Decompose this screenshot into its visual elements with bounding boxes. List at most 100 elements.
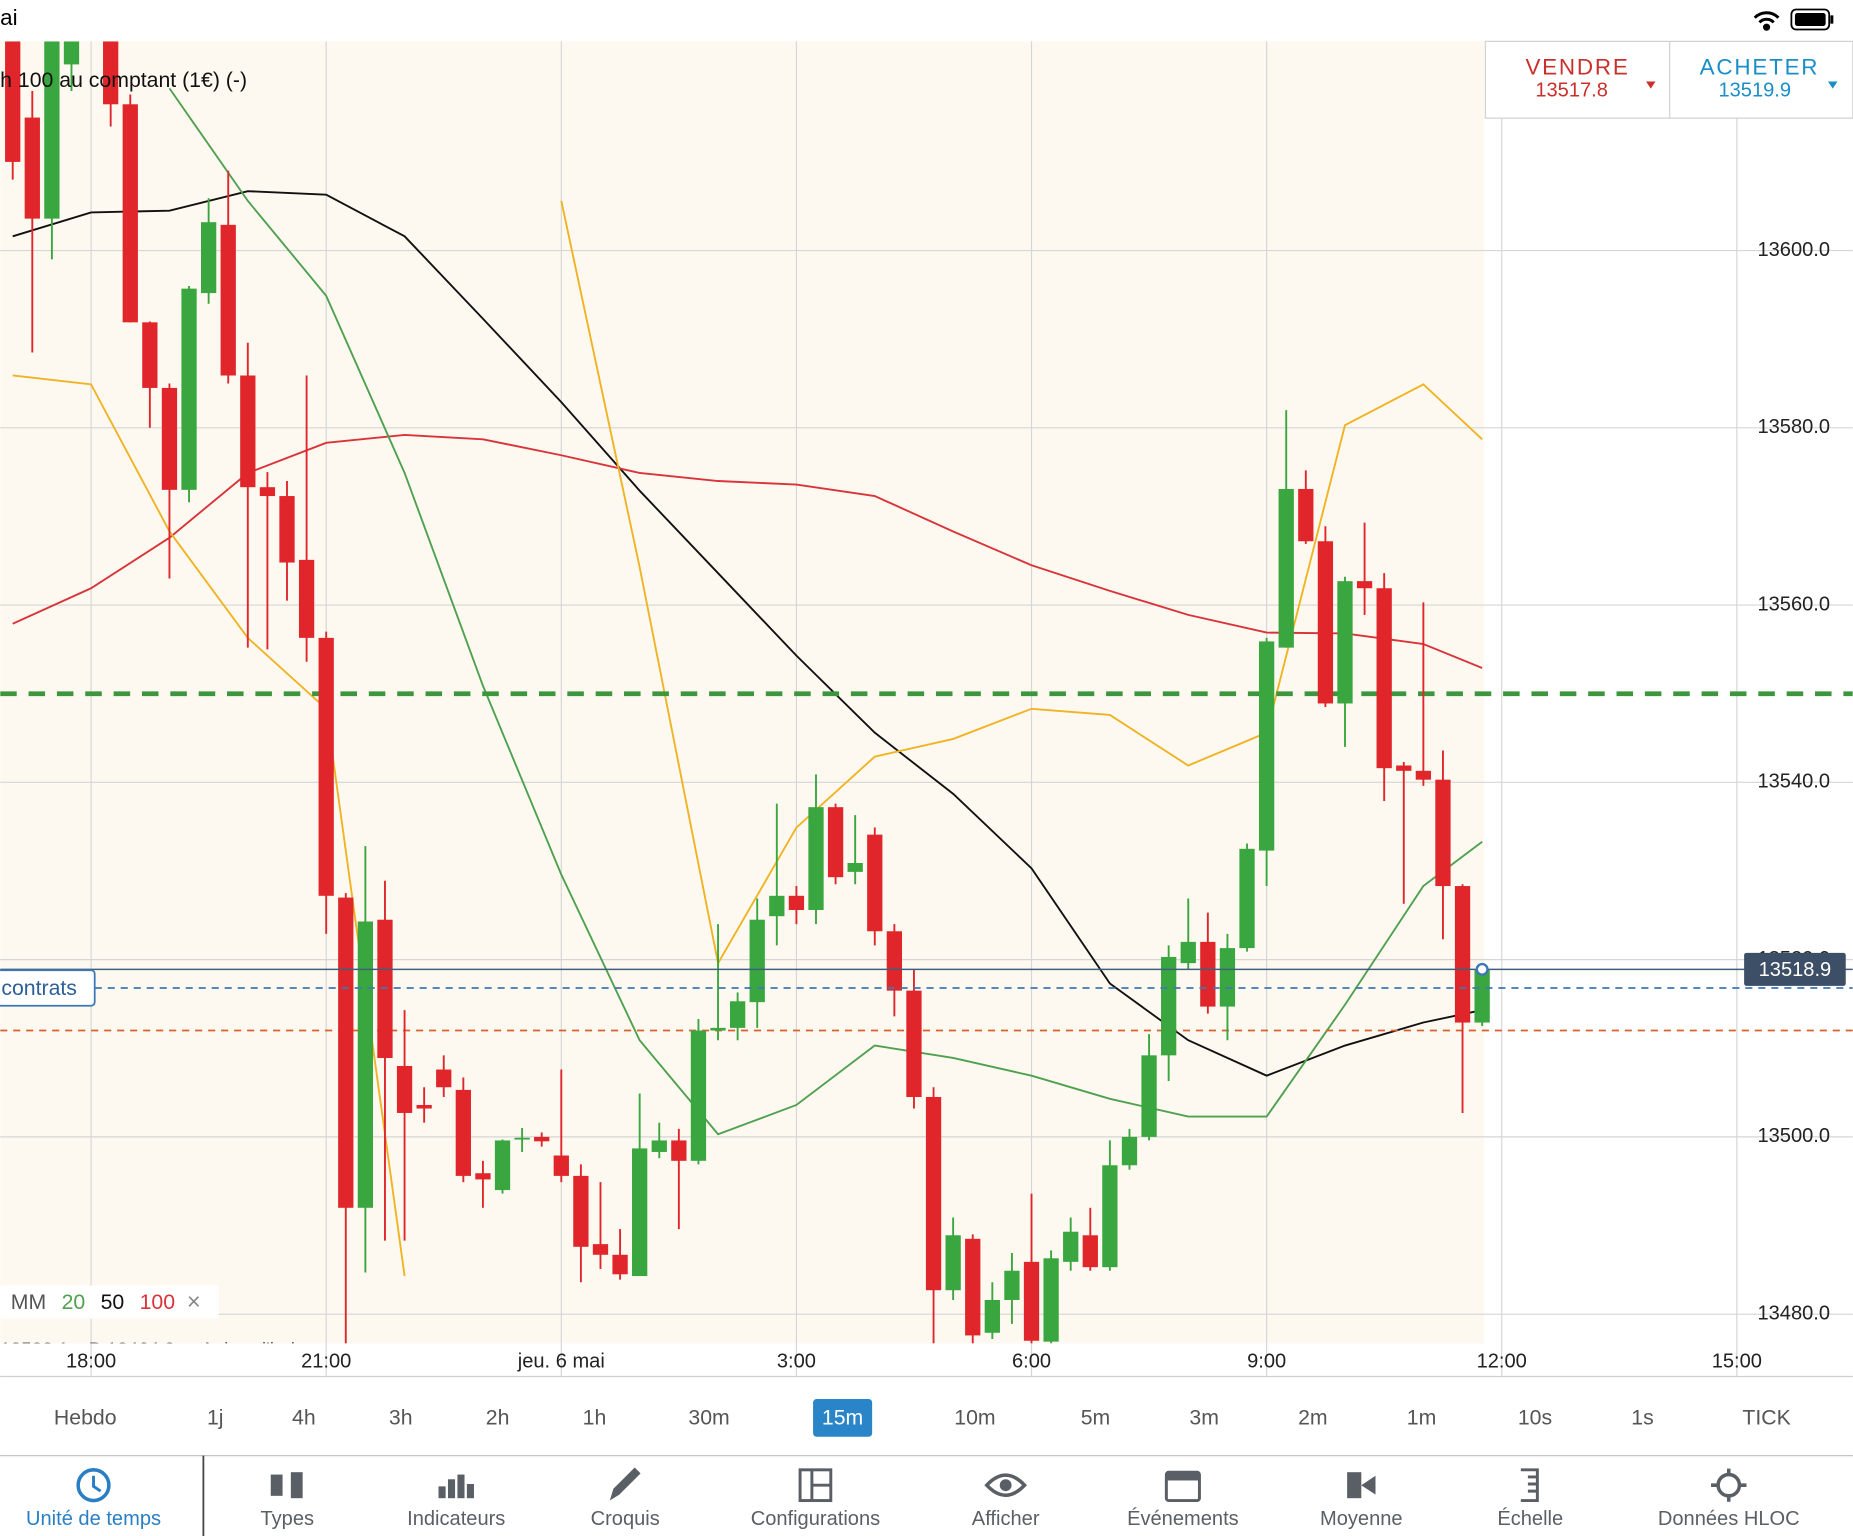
candle-body [161, 387, 178, 490]
timeframe-option[interactable]: 3m [1189, 1406, 1219, 1430]
candle-body [651, 1140, 667, 1152]
candle-body [945, 1235, 961, 1291]
candle-body [1396, 765, 1412, 771]
candle-body [240, 375, 256, 488]
y-tick-label: 13540.0 [1757, 771, 1830, 793]
candle-body [44, 41, 60, 219]
timeframe-option[interactable]: 2h [486, 1406, 510, 1430]
legend-close[interactable]: × [187, 1289, 201, 1315]
candle-body [847, 863, 863, 872]
sell-label[interactable]: VENDRE [1525, 54, 1629, 79]
x-tick-label: jeu. 6 mai [517, 1351, 605, 1373]
timeframe-option[interactable]: 5m [1081, 1406, 1111, 1430]
candle-body [475, 1173, 491, 1180]
candle-body [1317, 541, 1334, 704]
candle-body [338, 897, 354, 1208]
candle-body [1278, 488, 1294, 648]
toolbar-button[interactable]: Types [260, 1472, 314, 1530]
toolbar-label: Configurations [751, 1508, 880, 1530]
toolbar-label: Événements [1127, 1507, 1239, 1530]
icon [1347, 1472, 1362, 1499]
current-price-dot [1475, 962, 1489, 976]
battery-icon [1790, 8, 1834, 31]
candle-body [690, 1030, 707, 1161]
toolbar-button[interactable]: Indicateurs [407, 1474, 505, 1530]
toolbar-button[interactable]: Données HLOC [1658, 1468, 1800, 1530]
overlay-line [168, 87, 1483, 1136]
candle-body [259, 487, 276, 497]
candle-body [1004, 1270, 1020, 1300]
candle-body [1063, 1231, 1079, 1262]
candle-body [298, 559, 315, 638]
toolbar-button[interactable]: Configurations [751, 1468, 880, 1530]
toolbar-label: Unité de temps [26, 1508, 161, 1530]
buy-label[interactable]: ACHETER [1700, 54, 1820, 79]
candle-body [788, 895, 805, 910]
candle-body [984, 1299, 1000, 1333]
candle-body [808, 807, 824, 910]
instrument-title: h 100 au comptant (1€) (-) [0, 68, 247, 92]
overlay-line [12, 190, 1483, 1077]
x-tick-label: 3:00 [777, 1351, 816, 1373]
candle-body [377, 919, 393, 1059]
candle-body [1415, 770, 1432, 780]
toolbar-button[interactable]: Moyenne [1320, 1472, 1403, 1530]
candle-body [827, 807, 844, 878]
candle-body [514, 1137, 530, 1140]
candle-body [632, 1148, 648, 1277]
toolbar-button[interactable]: Événements [1127, 1470, 1239, 1530]
price-tag-label: 13518.9 [1759, 959, 1832, 981]
timeframe-option[interactable]: 1m [1407, 1406, 1437, 1430]
candle-body [24, 117, 40, 219]
candle-body [1219, 948, 1236, 1007]
timeframe-option[interactable]: TICK [1742, 1406, 1790, 1430]
overlay-line [12, 433, 1483, 669]
legend-bg [0, 1285, 219, 1319]
toolbar-button[interactable]: Échelle [1497, 1468, 1563, 1530]
timeframe-highlight [813, 1398, 873, 1437]
buy-price[interactable]: 13519.9 [1718, 79, 1791, 101]
timeframe-option[interactable]: 3h [389, 1406, 413, 1430]
timeframe-option[interactable]: 1s [1631, 1406, 1653, 1430]
candle-body [455, 1089, 471, 1176]
summary-text: Aujourd'hui [201, 1339, 295, 1360]
icon [290, 1472, 303, 1499]
sell-price[interactable]: 13517.8 [1535, 79, 1608, 101]
candle-body [1121, 1136, 1138, 1166]
toolbar-button[interactable]: Unité de temps [26, 1468, 161, 1530]
x-tick-label: 18:00 [66, 1351, 116, 1373]
toolbar-label: Indicateurs [407, 1508, 505, 1530]
timeframe-option[interactable]: 30m [688, 1406, 729, 1430]
candle-body [396, 1065, 413, 1113]
candle-body [1082, 1235, 1098, 1268]
position-label[interactable]: contrats [1, 976, 77, 1000]
candle-body [494, 1140, 511, 1191]
toolbar-button[interactable]: Afficher [972, 1473, 1040, 1530]
candle-body [729, 1001, 746, 1028]
candle-body [416, 1104, 432, 1109]
candle-body [1258, 641, 1275, 851]
toolbar-label: Afficher [972, 1508, 1040, 1530]
candle-body [1376, 588, 1392, 769]
timeframe-option[interactable]: 1j [207, 1406, 224, 1430]
candle-body [357, 921, 374, 1208]
timeframe-option[interactable]: 10s [1518, 1406, 1552, 1430]
sell-arrow [1646, 81, 1656, 89]
timeframe-option[interactable]: Hebdo [54, 1406, 117, 1430]
timeframe-option[interactable]: 4h [292, 1406, 316, 1430]
candle-body [1474, 969, 1490, 1023]
icon [1711, 1468, 1747, 1502]
legend-label: MM [11, 1290, 46, 1314]
timeframe-option[interactable]: 10m [954, 1406, 995, 1430]
timeframe-option[interactable]: 15m [822, 1406, 863, 1430]
toolbar-button[interactable]: Croquis [591, 1467, 660, 1530]
candle-body [1043, 1258, 1059, 1342]
wifi-icon [1753, 11, 1780, 31]
timeframe-option[interactable]: 2m [1298, 1406, 1328, 1430]
timeframe-option[interactable]: 1h [583, 1406, 607, 1430]
ui-layer: ai h 100 au comptant (1€) (-) VENDRE 135… [0, 5, 1853, 1536]
status-text: ai [0, 5, 17, 30]
y-tick-label: 13500.0 [1757, 1125, 1830, 1147]
